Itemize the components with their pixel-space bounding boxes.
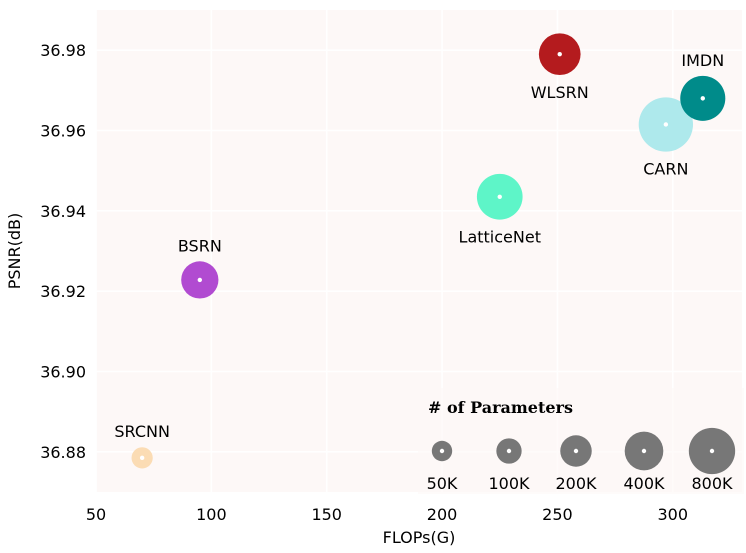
data-point-label: CARN — [643, 160, 688, 179]
legend-marker-center — [709, 448, 715, 454]
data-point-latticenet: LatticeNet — [459, 173, 541, 247]
data-point-srcnn: SRCNN — [114, 422, 170, 469]
data-point-center-dot — [557, 51, 562, 57]
y-tick-label: 36.92 — [40, 282, 86, 301]
legend-marker-center — [573, 448, 579, 454]
data-point-wlsrn: WLSRN — [531, 33, 589, 102]
x-tick-label: 100 — [196, 505, 227, 524]
data-point-label: SRCNN — [114, 422, 170, 441]
data-point-label: BSRN — [178, 236, 222, 255]
data-point-label: IMDN — [681, 51, 724, 70]
data-points: SRCNN BSRN LatticeNet WLSRN CARN IMDN — [114, 33, 726, 469]
y-tick-label: 36.96 — [40, 122, 86, 141]
legend-label: 800K — [691, 474, 733, 493]
data-point-center-dot — [663, 122, 669, 127]
data-point-label: LatticeNet — [459, 228, 541, 247]
legend-marker-center — [439, 448, 445, 454]
data-point-carn: CARN — [638, 97, 694, 179]
x-tick-label: 50 — [86, 505, 106, 524]
data-point-bsrn: BSRN — [178, 236, 222, 299]
data-point-imdn: IMDN — [680, 51, 726, 121]
legend: # of Parameters 50K 100K 200K 400K 800K — [418, 388, 744, 494]
y-tick-labels: 36.88 36.90 36.92 36.94 36.96 36.98 — [40, 41, 86, 462]
legend-marker-center — [506, 448, 512, 454]
y-tick-label: 36.88 — [40, 443, 86, 462]
data-point-center-dot — [497, 194, 502, 199]
x-tick-label: 150 — [311, 505, 342, 524]
y-tick-label: 36.94 — [40, 202, 86, 221]
legend-label: 100K — [488, 474, 530, 493]
x-tick-label: 200 — [427, 505, 458, 524]
x-tick-label: 300 — [658, 505, 689, 524]
data-point-center-dot — [197, 277, 203, 283]
legend-label: 50K — [427, 474, 458, 493]
legend-label: 400K — [623, 474, 665, 493]
legend-title: # of Parameters — [428, 398, 573, 417]
x-tick-label: 250 — [542, 505, 573, 524]
legend-label: 200K — [555, 474, 597, 493]
x-tick-labels: 50 100 150 200 250 300 — [86, 505, 688, 524]
data-point-center-dot — [700, 96, 705, 101]
y-tick-label: 36.90 — [40, 363, 86, 382]
data-point-center-dot — [139, 455, 145, 461]
data-point-label: WLSRN — [531, 83, 589, 102]
x-axis-title: FLOPs(G) — [383, 528, 456, 547]
y-tick-label: 36.98 — [40, 41, 86, 60]
legend-marker-center — [641, 448, 647, 454]
y-axis-title: PSNR(dB) — [5, 213, 24, 290]
